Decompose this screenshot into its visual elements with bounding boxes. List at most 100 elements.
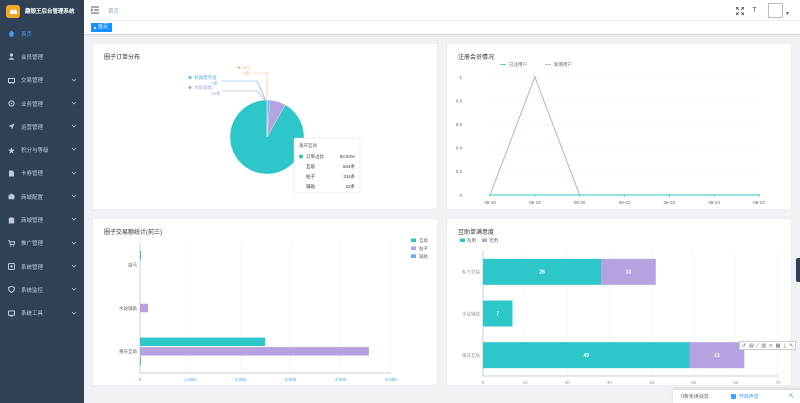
card-member-registration: 注册会员情况 已注用户 新增用户 0 0.2 0.4 0.6 0.8 1 08-18 08-19 0… (446, 43, 792, 210)
legend-label: 辅助 (419, 253, 428, 260)
series-line[interactable] (489, 75, 759, 196)
x-tick-label: 5,000 (385, 377, 397, 382)
stack-icon[interactable]: ≡ (769, 342, 773, 349)
font-size-icon[interactable]: T (752, 7, 757, 14)
sidebar-item-label: 商城管理 (21, 218, 44, 225)
pie-outer-label: 46条 (211, 90, 221, 96)
x-tick-label: 40 (649, 380, 655, 385)
y-tick-label: 0 (459, 193, 462, 198)
sidebar-item-shop[interactable]: 商城管理 (0, 208, 84, 231)
x-tick-label: 08-22 (664, 200, 676, 205)
chevron-down-icon (71, 146, 77, 152)
hamburger-icon[interactable] (91, 6, 99, 14)
settings-handle[interactable] (796, 258, 800, 282)
data-point[interactable] (668, 194, 671, 196)
leader-line (221, 80, 267, 102)
y-tick-label: 0.6 (456, 122, 463, 127)
sidebar-item-label: 系统监控 (21, 287, 44, 294)
legend-swatch (411, 254, 416, 258)
tag-home[interactable]: 首页 (91, 23, 113, 32)
avatar[interactable] (768, 3, 784, 18)
sidebar-item-document[interactable]: 卡券管理 (0, 162, 84, 185)
x-tick-label: 08-21 (619, 200, 631, 205)
y-tick-label: 0.4 (456, 146, 463, 151)
bar[interactable] (140, 347, 369, 356)
data-point[interactable] (534, 194, 536, 196)
line-chart: 已注用户 新增用户 0 0.2 0.4 0.6 0.8 1 08-18 08-19 08-20 08-… (456, 61, 766, 205)
tiled-icon[interactable]: ▦ (775, 342, 781, 349)
data-point[interactable] (578, 194, 581, 196)
chart-title: 圈子交易额统计(前三) (104, 230, 162, 236)
stacked-bar-segment[interactable] (689, 342, 745, 369)
y-tick-label: 自马 (128, 261, 137, 268)
save-image-icon[interactable]: ⤓ (783, 342, 786, 349)
data-point[interactable] (534, 76, 536, 78)
legend-dot (188, 76, 192, 79)
data-label: 13 (714, 353, 720, 359)
sidebar-item-monitor[interactable]: 系统监控 (0, 278, 84, 301)
sidebar-item-tools[interactable]: 系统工具 (0, 302, 84, 325)
data-point[interactable] (489, 194, 491, 196)
leader-line (221, 90, 267, 102)
breadcrumb[interactable]: 首页 (108, 9, 120, 15)
x-tick-label: 30 (607, 380, 613, 385)
sidebar-item-label: 业务管理 (21, 101, 44, 108)
stacked-bar-segment[interactable] (483, 342, 690, 369)
legend-label: 帖子 (419, 245, 428, 252)
unread-messages[interactable]: 0条未读消息 (681, 394, 709, 400)
sound-checkbox[interactable] (730, 394, 736, 399)
sidebar-item-shopping-cart[interactable]: 推广管理 (0, 232, 84, 255)
sidebar-item-settings[interactable]: 业务管理 (0, 92, 84, 115)
line-icon[interactable]: ⁄ (757, 342, 759, 349)
x-tick-label: 08-18 (484, 200, 496, 205)
restore-icon[interactable]: ↺ (741, 342, 746, 349)
data-label: 7 (496, 311, 499, 317)
stacked-bar-chart: 有用 无用 0 10 20 30 40 50 60 70 重庆互助 49 13 水站辅助 7 私下交易 28 13 (460, 237, 781, 385)
sidebar-item-cart[interactable]: 交易管理 (0, 69, 84, 92)
sidebar-item-label: 卡券管理 (21, 171, 44, 178)
caret-down-icon[interactable]: ▼ (785, 10, 790, 17)
tooltip-row-name: 订单占比 (306, 153, 324, 160)
stacked-bar-segment[interactable] (483, 300, 513, 327)
brush-icon[interactable]: ✎ (789, 342, 794, 349)
data-view-icon[interactable]: ▤ (749, 342, 754, 349)
sidebar-item-camera[interactable]: 商城配置 (0, 185, 84, 208)
sidebar-item-system[interactable]: 系统管理 (0, 255, 84, 278)
sidebar-item-home[interactable]: 首页 (0, 22, 84, 45)
user-icon (8, 53, 15, 61)
x-tick-label: 60 (733, 380, 739, 385)
sidebar-item-send[interactable]: 运营管理 (0, 115, 84, 138)
settings-icon (8, 100, 15, 107)
sidebar-item-user[interactable]: 会员管理 (0, 45, 84, 68)
tooltip-row-value: 22条 (345, 183, 355, 189)
chart-title: 注册会员情况 (458, 55, 495, 61)
tooltip-box (293, 137, 361, 194)
bar[interactable] (140, 337, 265, 347)
expand-icon[interactable]: ⇱ (788, 394, 794, 400)
card-order-distribution: 圈子订单分布 机器营专送 7条 水站辅助 46条 0% 1条 重庆互助 订单占比 93.83% 互… (92, 43, 438, 210)
legend-dot (188, 86, 192, 89)
notification-bar: 0条未读消息 开启声音 ⇱ (673, 389, 800, 403)
chevron-down-icon (71, 123, 77, 129)
chevron-down-icon (71, 263, 77, 269)
y-tick-label: 重庆互助 (462, 352, 480, 359)
data-point[interactable] (713, 194, 715, 196)
bar[interactable] (140, 356, 142, 366)
leader-line (253, 72, 268, 100)
pie-slice[interactable] (229, 99, 305, 175)
data-point[interactable] (623, 194, 626, 196)
legend-label: 新增用户 (554, 61, 572, 68)
stacked-bar-segment[interactable] (601, 258, 656, 285)
fullscreen-icon[interactable] (735, 6, 744, 15)
x-tick-label: 10 (523, 380, 529, 385)
bar-icon[interactable]: ▥ (761, 342, 767, 349)
legend-label: 有用 (467, 237, 476, 244)
bar[interactable] (140, 303, 149, 313)
chevron-down-icon (71, 170, 77, 176)
legend-swatch (482, 238, 487, 242)
sidebar-item-star[interactable]: 积分与等级 (0, 138, 84, 161)
stacked-bar-segment[interactable] (483, 258, 601, 285)
bar[interactable] (140, 250, 142, 260)
data-point[interactable] (758, 194, 760, 196)
